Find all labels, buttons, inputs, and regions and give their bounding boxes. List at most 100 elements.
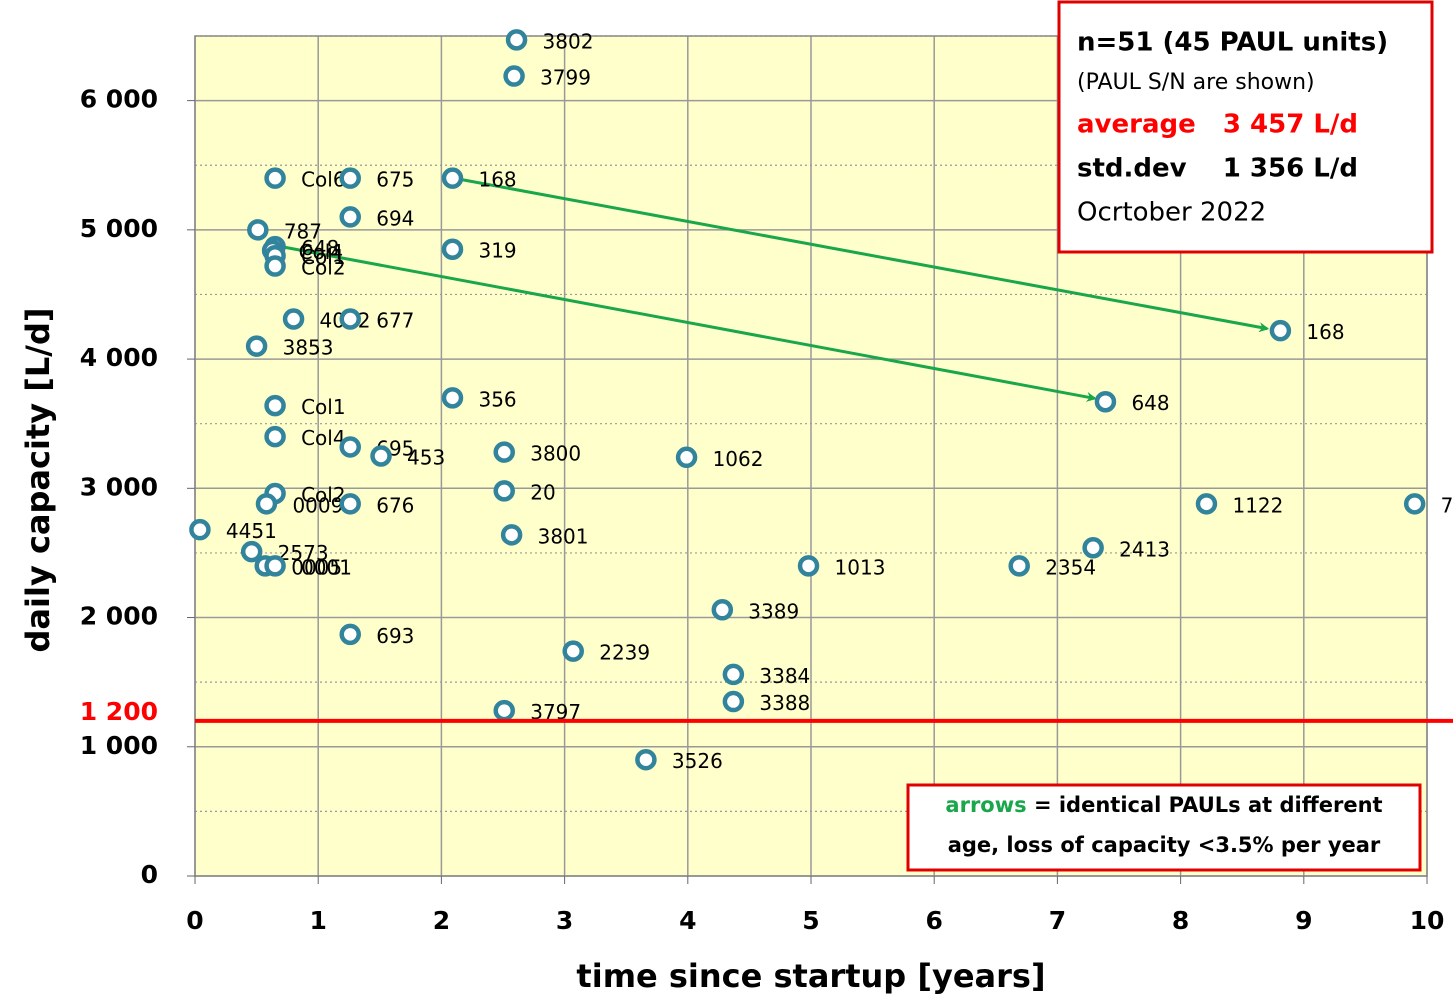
- data-point: [1269, 319, 1292, 342]
- data-point: [245, 335, 268, 357]
- point-label: Col1: [301, 245, 345, 269]
- y-tick-label: 0: [141, 860, 158, 889]
- point-label: Col2: [301, 256, 345, 280]
- point-label: 2573: [278, 541, 329, 565]
- data-point: [493, 699, 515, 722]
- data-point: [505, 29, 528, 51]
- data-point: [339, 206, 361, 228]
- data-point: [441, 238, 464, 260]
- note-line: = identical PAULs at different: [1027, 793, 1383, 817]
- data-point: [339, 436, 361, 458]
- y-tick-label: 6 000: [80, 85, 158, 114]
- point-label: 2239: [599, 641, 650, 665]
- point-label: Col2: [301, 483, 345, 507]
- point-label: 3389: [748, 599, 799, 623]
- data-point: [264, 394, 286, 417]
- data-point: [1094, 390, 1117, 413]
- point-label: Col4: [301, 426, 345, 450]
- y-axis-title: daily capacity [L/d]: [19, 308, 57, 653]
- point-label: 694: [376, 206, 414, 230]
- data-point: [493, 480, 515, 502]
- point-label: 4451: [226, 519, 277, 543]
- point-label: 3800: [530, 442, 581, 466]
- point-label: 3799: [540, 66, 591, 90]
- point-label: 168: [1306, 320, 1344, 344]
- point-label: Col1: [301, 395, 345, 419]
- x-tick-label: 5: [802, 906, 819, 935]
- point-label: 648: [301, 236, 339, 260]
- x-tick-label: 8: [1172, 906, 1189, 935]
- point-label: 3384: [759, 664, 810, 688]
- data-point: [282, 308, 305, 330]
- y-tick-label: 5 000: [80, 214, 158, 243]
- data-point: [1403, 493, 1426, 515]
- reference-label: 1 200: [80, 697, 158, 726]
- point-label: 3853: [283, 336, 334, 360]
- data-point: [1082, 537, 1104, 559]
- point-label: 648: [1131, 391, 1169, 415]
- y-tick-label: 1 000: [80, 731, 158, 760]
- point-label: 2413: [1119, 537, 1170, 561]
- data-point: [493, 441, 515, 463]
- point-label: 787: [284, 219, 322, 243]
- arrow: [453, 176, 1270, 333]
- data-point: [370, 445, 392, 467]
- y-tick-label: 4 000: [80, 343, 158, 372]
- x-axis-title: time since startup [years]: [576, 957, 1045, 995]
- data-point: [722, 663, 745, 686]
- note-text: arrows = identical PAULs at different: [945, 793, 1382, 817]
- data-point: [240, 540, 263, 563]
- info-text: (PAUL S/N are shown): [1077, 70, 1315, 95]
- data-point: [264, 167, 286, 189]
- data-point: [264, 555, 286, 577]
- point-label: 1062: [713, 447, 764, 471]
- data-point: [247, 219, 269, 241]
- data-point: [503, 65, 525, 87]
- x-tick-label: 10: [1410, 906, 1445, 935]
- point-label: 675: [376, 168, 414, 192]
- x-tick-label: 9: [1295, 906, 1312, 935]
- data-point: [635, 748, 657, 771]
- x-tick-label: 1: [309, 906, 326, 935]
- point-label: 676: [376, 493, 414, 517]
- data-point: [1008, 555, 1030, 577]
- note-box: [906, 783, 1422, 872]
- data-point: [441, 387, 464, 409]
- point-label: 3802: [543, 29, 594, 53]
- x-tick-label: 3: [556, 906, 573, 935]
- data-point: [1195, 493, 1218, 515]
- point-label: 453: [407, 446, 445, 470]
- data-point: [264, 255, 286, 277]
- data-point: [711, 599, 734, 621]
- x-tick-label: 6: [925, 906, 942, 935]
- note-text: age, loss of capacity <3.5% per year: [948, 833, 1381, 857]
- data-point: [264, 425, 286, 448]
- data-point: [339, 167, 361, 189]
- data-point: [797, 555, 820, 577]
- data-point: [339, 493, 361, 515]
- data-point: [562, 640, 584, 662]
- point-label: 168: [478, 168, 516, 192]
- info-text: n=51 (45 PAUL units): [1077, 28, 1388, 58]
- data-point: [255, 493, 278, 515]
- x-tick-label: 7: [1049, 906, 1066, 935]
- data-point: [441, 167, 464, 189]
- x-tick-label: 4: [679, 906, 696, 935]
- data-point: [500, 524, 523, 546]
- x-tick-label: 2: [433, 906, 450, 935]
- point-label: 0005: [291, 555, 342, 579]
- point-label: 677: [376, 309, 414, 333]
- point-label: Col4: [299, 240, 343, 264]
- point-label: 20: [530, 480, 555, 504]
- data-point: [722, 690, 745, 713]
- info-text: average 3 457 L/d: [1077, 110, 1358, 140]
- point-label: 3801: [538, 524, 589, 548]
- point-label: 1013: [835, 555, 886, 579]
- info-box: [1057, 0, 1434, 254]
- point-label: 0009: [292, 493, 343, 517]
- point-label: 1122: [1232, 493, 1283, 517]
- x-tick-label: 0: [186, 906, 203, 935]
- data-point: [339, 308, 361, 330]
- y-tick-label: 2 000: [80, 602, 158, 631]
- point-label: 2354: [1045, 555, 1096, 579]
